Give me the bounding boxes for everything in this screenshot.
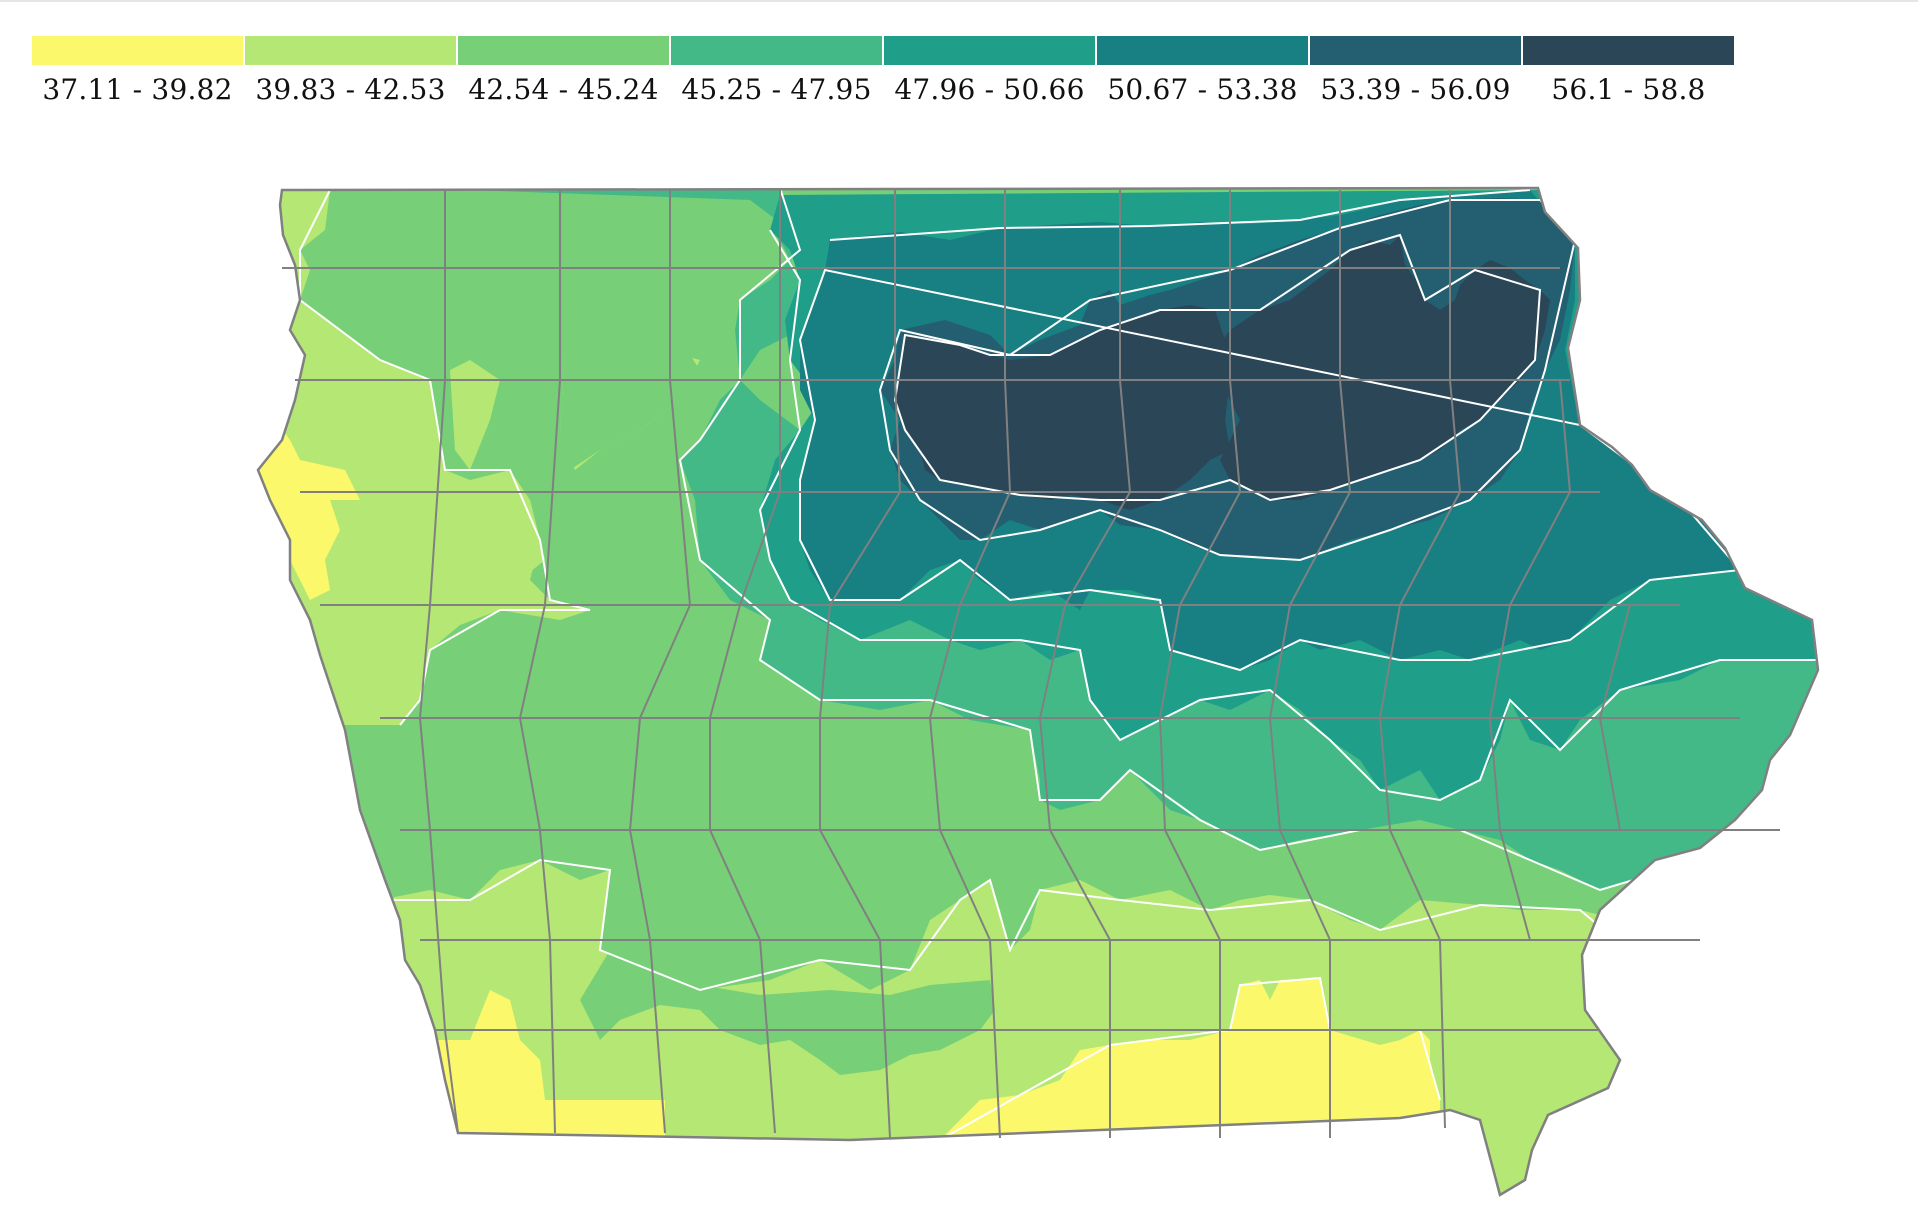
- legend-item-1: 37.11 - 39.82: [32, 36, 243, 106]
- county-col-line-7: [1038, 190, 1132, 1138]
- contour-line-band-5: [758, 229, 1820, 802]
- top-divider: [0, 0, 1918, 2]
- legend-swatch-1: [32, 36, 243, 65]
- contour-line-band-2-west: [299, 189, 591, 726]
- contour-line-band-6: [798, 189, 1742, 672]
- county-col-line-4: [709, 190, 781, 1134]
- legend-item-6: 50.67 - 53.38: [1097, 36, 1308, 106]
- legend-item-5: 47.96 - 50.66: [884, 36, 1095, 106]
- region-band-2-northwest: [450, 360, 500, 470]
- contour-line-band-7: [878, 199, 1577, 562]
- region-band-8-west: [895, 305, 1230, 510]
- contour-lines: [299, 187, 1820, 1141]
- region-band-3-north-pocket: [560, 280, 700, 470]
- legend-swatch-2: [245, 36, 456, 65]
- region-band-1-west: [258, 410, 360, 600]
- legend-item-2: 39.83 - 42.53: [245, 36, 456, 106]
- legend-label-5: 47.96 - 50.66: [894, 73, 1085, 106]
- county-col-line-10: [1378, 190, 1462, 1129]
- legend-item-3: 42.54 - 45.24: [458, 36, 669, 106]
- legend-label-7: 53.39 - 56.09: [1320, 73, 1511, 106]
- legend-swatch-8: [1523, 36, 1734, 65]
- legend-label-6: 50.67 - 53.38: [1107, 73, 1298, 106]
- county-col-line-8: [1158, 190, 1242, 1138]
- contour-line-band-2-south: [380, 858, 1641, 992]
- region-band-2-nw-river: [500, 490, 545, 580]
- legend-swatch-6: [1097, 36, 1308, 65]
- county-col-line-3: [628, 190, 692, 1134]
- legend-label-3: 42.54 - 45.24: [468, 73, 659, 106]
- legend-label-4: 45.25 - 47.95: [681, 73, 872, 106]
- county-col-line-5: [819, 190, 902, 1139]
- legend-swatch-3: [458, 36, 669, 65]
- county-col-line-2: [518, 190, 561, 1134]
- county-col-line-12: [1598, 604, 1631, 831]
- county-col-line-11: [1488, 379, 1572, 941]
- legend-label-2: 39.83 - 42.53: [255, 73, 446, 106]
- county-boundaries: [282, 190, 1780, 1139]
- contour-line-band-4: [678, 187, 1791, 892]
- legend-swatch-5: [884, 36, 1095, 65]
- map-legend: 37.11 - 39.82 39.83 - 42.53 42.54 - 45.2…: [32, 36, 1740, 106]
- region-band-2-west: [258, 190, 590, 725]
- contour-line-band-8: [893, 233, 1542, 502]
- legend-label-8: 56.1 - 58.8: [1551, 73, 1706, 106]
- legend-item-4: 45.25 - 47.95: [671, 36, 882, 106]
- county-col-line-6: [928, 190, 1012, 1139]
- legend-swatch-4: [671, 36, 882, 65]
- county-col-line-9: [1268, 190, 1352, 1138]
- legend-item-7: 53.39 - 56.09: [1310, 36, 1521, 106]
- legend-swatch-7: [1310, 36, 1521, 65]
- county-col-line-1: [418, 190, 459, 1134]
- region-band-3-south-central: [580, 950, 995, 1075]
- legend-label-1: 37.11 - 39.82: [42, 73, 233, 106]
- region-band-8: [1215, 235, 1550, 500]
- legend-item-8: 56.1 - 58.8: [1523, 36, 1734, 106]
- state-outline: [256, 186, 1820, 1197]
